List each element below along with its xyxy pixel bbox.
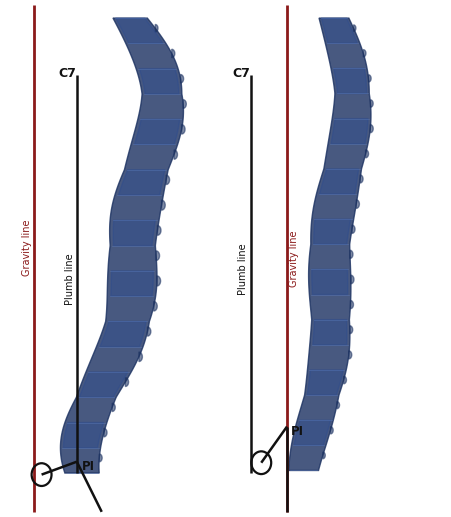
Polygon shape: [157, 225, 161, 235]
Polygon shape: [350, 300, 353, 309]
Polygon shape: [156, 276, 160, 286]
Polygon shape: [311, 269, 347, 295]
Polygon shape: [330, 118, 367, 144]
Polygon shape: [348, 351, 351, 359]
Text: Plumb line: Plumb line: [65, 253, 75, 305]
Polygon shape: [307, 370, 343, 395]
Polygon shape: [153, 301, 157, 311]
Polygon shape: [333, 68, 366, 94]
Polygon shape: [104, 428, 107, 437]
Polygon shape: [312, 320, 346, 345]
Polygon shape: [79, 372, 128, 397]
Polygon shape: [322, 452, 325, 459]
Text: Gravity line: Gravity line: [22, 220, 32, 277]
Polygon shape: [100, 322, 146, 347]
Polygon shape: [330, 427, 332, 434]
Polygon shape: [112, 403, 115, 412]
Polygon shape: [139, 69, 179, 94]
Polygon shape: [180, 74, 183, 83]
Polygon shape: [319, 169, 358, 194]
Polygon shape: [174, 150, 177, 159]
Polygon shape: [118, 170, 165, 195]
Polygon shape: [349, 250, 352, 258]
Polygon shape: [336, 402, 339, 409]
Polygon shape: [113, 220, 155, 246]
Polygon shape: [288, 18, 370, 470]
Polygon shape: [63, 422, 104, 448]
Polygon shape: [147, 327, 151, 336]
Polygon shape: [363, 50, 365, 57]
Polygon shape: [355, 200, 359, 208]
Polygon shape: [321, 18, 356, 43]
Polygon shape: [155, 24, 158, 32]
Polygon shape: [293, 420, 330, 445]
Polygon shape: [359, 175, 362, 183]
Text: C7: C7: [232, 67, 250, 80]
Polygon shape: [351, 225, 354, 233]
Polygon shape: [99, 454, 102, 462]
Text: Gravity line: Gravity line: [288, 230, 298, 287]
Polygon shape: [134, 119, 179, 144]
Polygon shape: [353, 25, 355, 32]
Text: Plumb line: Plumb line: [238, 243, 248, 295]
Polygon shape: [171, 49, 175, 58]
Polygon shape: [349, 326, 352, 334]
Polygon shape: [110, 271, 153, 296]
Polygon shape: [166, 175, 169, 185]
Polygon shape: [343, 376, 345, 384]
Polygon shape: [313, 219, 350, 245]
Polygon shape: [369, 125, 373, 133]
Polygon shape: [181, 125, 184, 134]
Polygon shape: [365, 150, 368, 158]
Polygon shape: [138, 352, 142, 361]
Polygon shape: [125, 377, 128, 387]
Polygon shape: [370, 100, 373, 108]
Polygon shape: [183, 100, 186, 109]
Polygon shape: [156, 251, 159, 261]
Polygon shape: [350, 275, 353, 284]
Polygon shape: [368, 75, 370, 82]
Polygon shape: [161, 200, 165, 210]
Polygon shape: [115, 18, 162, 43]
Text: PI: PI: [82, 460, 95, 473]
Text: PI: PI: [290, 424, 303, 438]
Polygon shape: [60, 18, 183, 473]
Text: C7: C7: [59, 67, 77, 80]
